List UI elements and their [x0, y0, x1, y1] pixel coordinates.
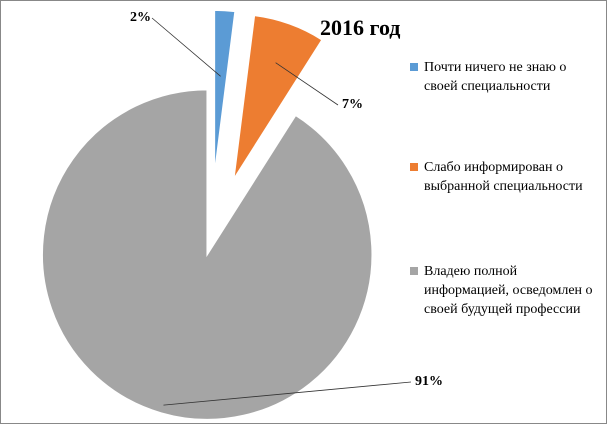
pie-slice	[213, 9, 236, 176]
legend-swatch	[410, 63, 418, 71]
leader-line	[275, 62, 339, 106]
legend-label: Владею полной информацией, осведомлен о …	[424, 264, 593, 317]
data-label: 2%	[130, 10, 151, 25]
chart-title: 2016 год	[320, 15, 400, 40]
data-label: 91%	[415, 374, 443, 389]
legend-swatch	[410, 267, 418, 275]
legend-entry: Владею полной информацией, осведомлен о …	[410, 262, 595, 319]
legend-entry: Слабо информирован о выбранной специальн…	[410, 158, 595, 196]
leader-line	[151, 17, 221, 77]
leader-line	[163, 381, 412, 406]
data-label: 7%	[342, 97, 363, 112]
legend-swatch	[410, 163, 418, 171]
legend-label: Почти ничего не знаю о своей специальнос…	[424, 60, 567, 94]
pie-slice	[232, 14, 324, 180]
pie-slice	[41, 88, 373, 421]
legend-label: Слабо информирован о выбранной специальн…	[424, 160, 583, 194]
legend-entry: Почти ничего не знаю о своей специальнос…	[410, 58, 595, 96]
